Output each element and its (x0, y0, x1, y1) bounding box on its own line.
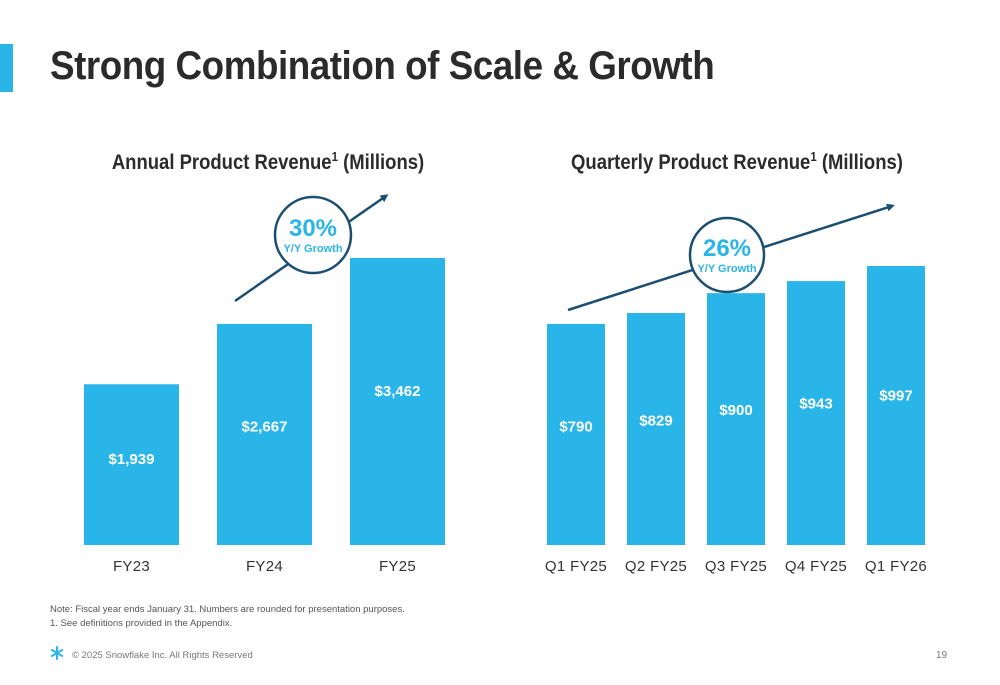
quarterly-chart-title-text: Quarterly Product Revenue (571, 151, 811, 174)
quarterly-bar-q4-fy25 (787, 281, 845, 545)
quarterly-bar-q1-fy26 (867, 266, 925, 545)
footnote-fiscal-year: Note: Fiscal year ends January 31. Numbe… (50, 604, 405, 615)
annual-chart-title-footnote: 1 (331, 149, 338, 164)
quarterly-x-tick-label: Q2 FY25 (625, 558, 687, 575)
annual-x-tick-label: FY24 (246, 558, 283, 575)
quarterly-growth-label: Y/Y Growth (697, 263, 756, 275)
quarterly-x-tick-label: Q4 FY25 (785, 558, 847, 575)
annual-bar-fy23 (84, 384, 179, 545)
quarterly-bar-value-label: $790 (559, 419, 592, 436)
quarterly-bar-value-label: $829 (639, 413, 672, 430)
annual-x-tick-label: FY25 (379, 558, 416, 575)
copyright-text: © 2025 Snowflake Inc. All Rights Reserve… (72, 650, 253, 661)
quarterly-growth-percent: 26% (703, 235, 751, 262)
annual-chart-title: Annual Product Revenue1 (Millions) (92, 149, 444, 175)
annual-bar-value-label: $1,939 (109, 451, 155, 468)
quarterly-bar-value-label: $943 (799, 396, 832, 413)
slide-title: Strong Combination of Scale & Growth (50, 44, 715, 88)
annual-growth-percent: 30% (289, 215, 337, 242)
quarterly-chart-title-footnote: 1 (810, 149, 817, 164)
annual-chart-title-text: Annual Product Revenue (111, 151, 332, 174)
page-number: 19 (936, 650, 948, 661)
annual-x-tick-label: FY23 (113, 558, 150, 575)
quarterly-chart-title-suffix: (Millions) (816, 151, 903, 174)
title-accent-bar (0, 44, 13, 92)
footnote-definitions: 1. See definitions provided in the Appen… (50, 618, 233, 629)
quarterly-bar-value-label: $900 (719, 402, 752, 419)
quarterly-x-tick-label: Q1 FY26 (865, 558, 927, 575)
quarterly-chart-title: Quarterly Product Revenue1 (Millions) (561, 149, 913, 175)
annual-bar-value-label: $2,667 (242, 419, 288, 436)
annual-growth-label: Y/Y Growth (283, 243, 342, 255)
quarterly-bar-q3-fy25 (707, 293, 765, 545)
annual-bar-fy25 (350, 258, 445, 545)
quarterly-x-tick-label: Q3 FY25 (705, 558, 767, 575)
annual-bar-fy24 (217, 323, 312, 545)
quarterly-bar-q2-fy25 (627, 313, 685, 545)
annual-chart-title-suffix: (Millions) (337, 151, 425, 174)
annual-bar-value-label: $3,462 (375, 383, 421, 400)
quarterly-bar-q1-fy25 (547, 323, 605, 545)
quarterly-growth-badge (688, 216, 766, 294)
annual-growth-badge (273, 195, 353, 275)
quarterly-x-tick-label: Q1 FY25 (545, 558, 607, 575)
quarterly-bar-value-label: $997 (879, 387, 912, 404)
snowflake-logo-icon (50, 646, 64, 660)
